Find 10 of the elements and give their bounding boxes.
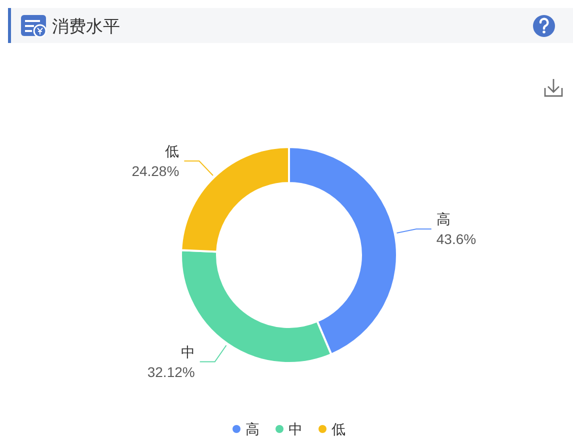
- slice-label: 高: [436, 211, 450, 228]
- slice-label: 低: [165, 143, 180, 160]
- legend-label: 低: [332, 421, 346, 437]
- data-label: 43.6%: [436, 231, 476, 248]
- chart-title: 消费水平: [52, 17, 120, 36]
- legend-label: 中: [288, 421, 302, 437]
- data-label: 24.28%: [132, 163, 180, 180]
- slice-label: 中: [180, 344, 195, 360]
- legend-label: 高: [246, 421, 260, 437]
- data-label: 32.12%: [147, 364, 195, 380]
